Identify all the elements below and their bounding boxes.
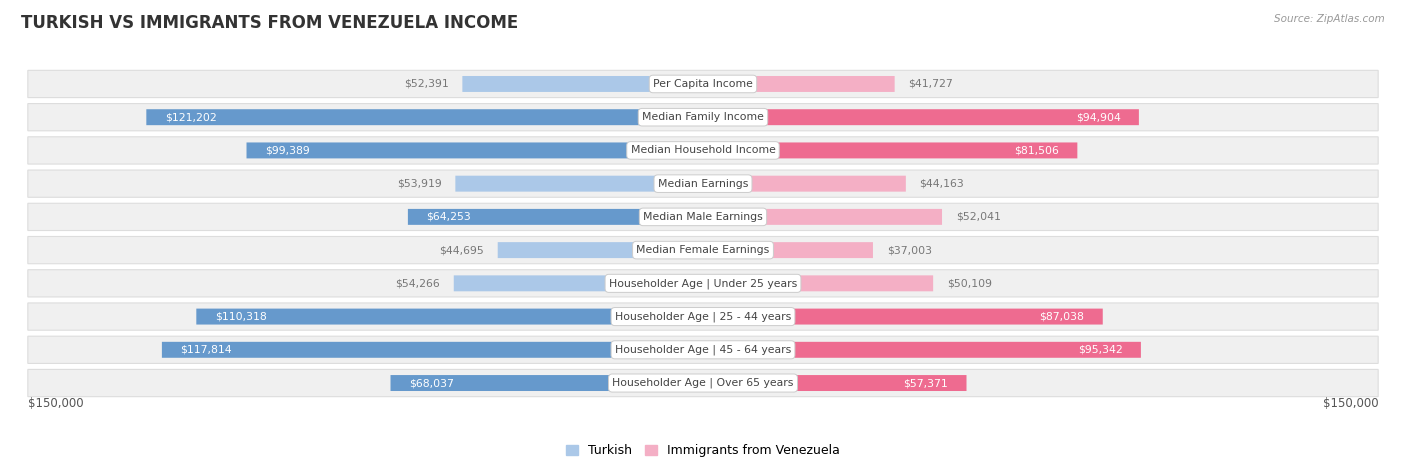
Text: $54,266: $54,266 (395, 278, 440, 288)
FancyBboxPatch shape (454, 276, 703, 291)
Text: $117,814: $117,814 (180, 345, 232, 355)
FancyBboxPatch shape (28, 170, 1378, 197)
FancyBboxPatch shape (28, 137, 1378, 164)
FancyBboxPatch shape (703, 342, 1140, 358)
FancyBboxPatch shape (28, 303, 1378, 330)
Text: $41,727: $41,727 (908, 79, 953, 89)
Text: $150,000: $150,000 (1323, 397, 1378, 410)
Text: $52,391: $52,391 (404, 79, 449, 89)
Text: $150,000: $150,000 (28, 397, 83, 410)
FancyBboxPatch shape (28, 236, 1378, 264)
FancyBboxPatch shape (703, 309, 1102, 325)
FancyBboxPatch shape (28, 71, 1378, 98)
Legend: Turkish, Immigrants from Venezuela: Turkish, Immigrants from Venezuela (561, 439, 845, 462)
Text: TURKISH VS IMMIGRANTS FROM VENEZUELA INCOME: TURKISH VS IMMIGRANTS FROM VENEZUELA INC… (21, 14, 519, 32)
Text: Median Female Earnings: Median Female Earnings (637, 245, 769, 255)
FancyBboxPatch shape (408, 209, 703, 225)
FancyBboxPatch shape (246, 142, 703, 158)
FancyBboxPatch shape (703, 242, 873, 258)
Text: $121,202: $121,202 (165, 112, 217, 122)
Text: Householder Age | 25 - 44 years: Householder Age | 25 - 44 years (614, 311, 792, 322)
Text: Median Household Income: Median Household Income (630, 145, 776, 156)
Text: $52,041: $52,041 (956, 212, 1001, 222)
Text: $44,695: $44,695 (439, 245, 484, 255)
Text: $64,253: $64,253 (426, 212, 471, 222)
FancyBboxPatch shape (703, 76, 894, 92)
FancyBboxPatch shape (703, 142, 1077, 158)
FancyBboxPatch shape (463, 76, 703, 92)
Text: $68,037: $68,037 (409, 378, 454, 388)
Text: $44,163: $44,163 (920, 179, 965, 189)
FancyBboxPatch shape (391, 375, 703, 391)
Text: $94,904: $94,904 (1076, 112, 1121, 122)
FancyBboxPatch shape (456, 176, 703, 191)
Text: $99,389: $99,389 (264, 145, 309, 156)
FancyBboxPatch shape (703, 375, 966, 391)
Text: Median Earnings: Median Earnings (658, 179, 748, 189)
FancyBboxPatch shape (703, 109, 1139, 125)
FancyBboxPatch shape (498, 242, 703, 258)
Text: $110,318: $110,318 (215, 311, 267, 322)
FancyBboxPatch shape (28, 203, 1378, 231)
Text: $81,506: $81,506 (1014, 145, 1059, 156)
FancyBboxPatch shape (28, 104, 1378, 131)
Text: $53,919: $53,919 (396, 179, 441, 189)
Text: Per Capita Income: Per Capita Income (652, 79, 754, 89)
FancyBboxPatch shape (703, 209, 942, 225)
Text: Householder Age | 45 - 64 years: Householder Age | 45 - 64 years (614, 345, 792, 355)
Text: $50,109: $50,109 (946, 278, 991, 288)
Text: Householder Age | Under 25 years: Householder Age | Under 25 years (609, 278, 797, 289)
FancyBboxPatch shape (28, 336, 1378, 363)
FancyBboxPatch shape (703, 276, 934, 291)
FancyBboxPatch shape (146, 109, 703, 125)
Text: $95,342: $95,342 (1078, 345, 1122, 355)
Text: Median Male Earnings: Median Male Earnings (643, 212, 763, 222)
Text: Median Family Income: Median Family Income (643, 112, 763, 122)
Text: $37,003: $37,003 (887, 245, 932, 255)
FancyBboxPatch shape (197, 309, 703, 325)
Text: $87,038: $87,038 (1039, 311, 1084, 322)
FancyBboxPatch shape (703, 176, 905, 191)
FancyBboxPatch shape (28, 369, 1378, 396)
Text: $57,371: $57,371 (904, 378, 948, 388)
Text: Householder Age | Over 65 years: Householder Age | Over 65 years (612, 378, 794, 388)
Text: Source: ZipAtlas.com: Source: ZipAtlas.com (1274, 14, 1385, 24)
FancyBboxPatch shape (162, 342, 703, 358)
FancyBboxPatch shape (28, 270, 1378, 297)
